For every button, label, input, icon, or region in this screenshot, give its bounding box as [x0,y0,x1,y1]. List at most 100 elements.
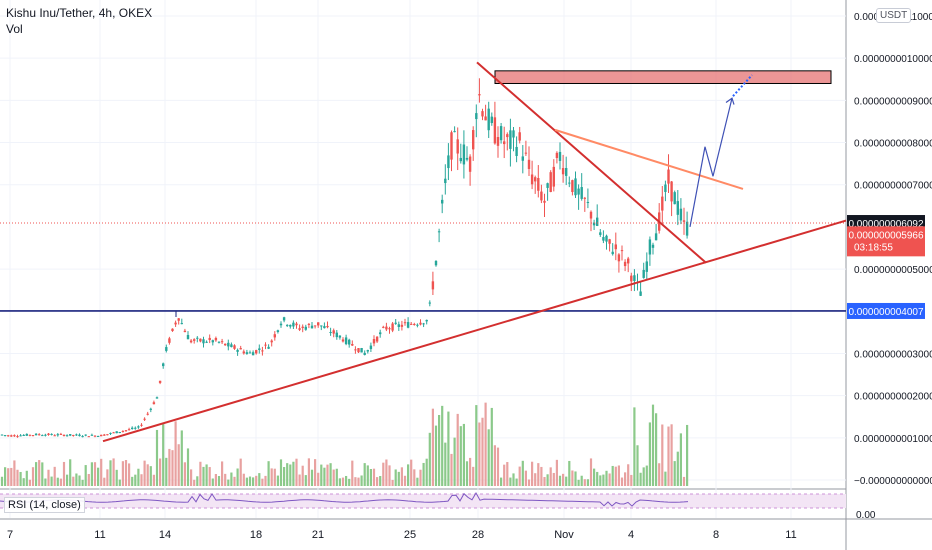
candle-body [155,397,159,399]
candle-body [431,281,435,290]
volume-bar [568,460,571,486]
currency-badge[interactable]: USDT [876,8,912,23]
candles [0,78,689,438]
candle-body [385,326,388,330]
volume-bar [298,474,301,486]
volume-bar [651,404,655,486]
volume-bar [416,477,419,486]
volume-bar [90,462,93,486]
candle-body [664,184,667,192]
volume-bar [655,413,658,486]
current-price-badge-text: 0.000000006092 [848,219,924,230]
volume-bar [118,479,121,486]
volume-bar [159,458,162,486]
candle-body [546,183,549,188]
volume-bar [509,477,512,486]
volume-bar [363,463,366,486]
volume-bar [50,476,53,486]
candle-body [586,201,590,203]
candle-body [103,434,106,436]
volume-bar [19,471,22,486]
candle-body [134,427,137,429]
candle-body [670,181,673,202]
resistance-zone [494,70,832,84]
volume-bar [453,437,456,486]
candle-body [602,237,605,241]
candle-body [189,340,193,343]
candle-body [627,258,630,264]
volume-bar [165,457,168,486]
x-tick-label: Nov [554,529,574,541]
candle-body [146,413,149,415]
volume-bar [354,477,357,486]
volume-bar [174,421,177,486]
x-tick-label: 25 [404,529,416,541]
volume-bar [72,476,75,486]
candle-body [335,332,338,338]
volume-bar [558,475,562,486]
volume-bar [248,476,252,486]
volume-bar [338,478,341,486]
candle-body [100,434,103,437]
volume-bar [0,476,4,486]
volume-bar [633,407,636,486]
volume-bar [124,459,128,486]
volume-bar [31,467,35,486]
candle-body [379,332,382,335]
volume-bar [267,461,270,486]
volume-bar [431,408,434,486]
volume-bar [317,472,320,486]
candle-body [127,429,131,431]
volume-bar [221,461,224,486]
candle-body [183,330,187,333]
candle-body [372,339,376,344]
volume-bar [667,426,670,486]
candle-body [478,94,481,96]
candle-body [137,426,140,428]
candle-body [217,341,221,343]
candle-body [307,323,311,325]
projection-path [689,74,753,228]
volume-bar [658,463,661,486]
volume-bar [22,478,25,486]
candle-body [258,348,261,350]
candle-body [338,335,342,338]
candle-body [468,156,472,172]
volume-bar [10,467,13,486]
support-price-badge-box [847,302,925,319]
volume-bar [686,424,689,486]
candle-body [472,130,475,150]
volume-bar [447,411,450,486]
volume-bar [552,472,555,486]
candle-body [484,116,487,121]
candle-body [220,341,224,343]
candle-body [267,346,270,349]
volume-bar [546,474,549,486]
candle-body [180,323,183,325]
candle-body [577,188,580,195]
volume-bar [155,429,159,486]
candle-body [406,322,410,328]
candle-body [186,334,190,340]
candle-body [41,435,44,437]
candle-body [96,435,100,437]
y-tick-label: −0.0000000000000 [854,476,932,487]
candle-body [450,132,453,160]
volume-bar [258,473,261,486]
volume-bar [403,475,407,486]
candle-body [158,380,162,383]
candle-body [317,322,320,326]
candle-body [270,340,273,343]
volume-bar [394,469,397,486]
x-tick-label: 7 [7,529,13,541]
volume-bar [273,468,276,486]
candle-body [251,352,255,356]
candle-body [543,200,546,203]
candle-body [242,351,245,354]
volume-bar [369,469,372,486]
volume-bar [524,470,527,486]
candle-body [273,334,276,338]
volume-bar [459,426,462,486]
candle-body [608,239,611,244]
